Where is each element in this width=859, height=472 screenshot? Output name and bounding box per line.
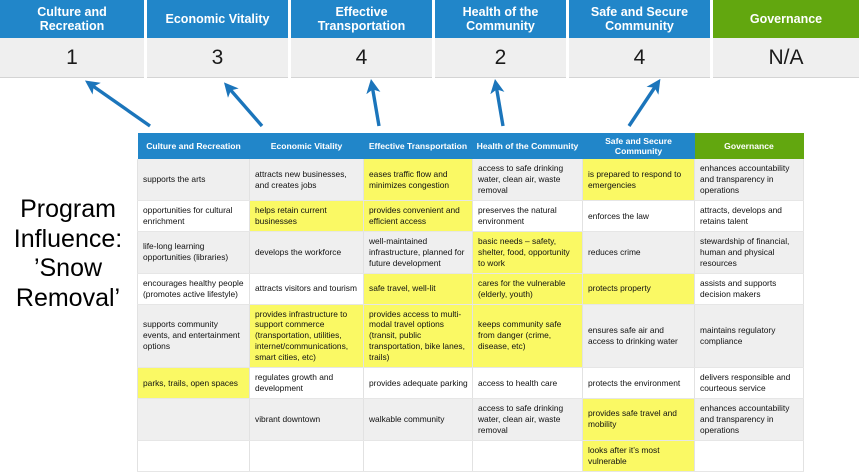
matrix-cell-r2-c2: helps retain current businesses bbox=[249, 200, 364, 232]
matrix-cell-r3-c2: develops the workforce bbox=[249, 231, 364, 274]
matrix-row: supports community events, and entertain… bbox=[137, 304, 804, 369]
matrix-cell-r6-c1: parks, trails, open spaces bbox=[137, 367, 250, 399]
banner-score-effective-transportation: 4 bbox=[291, 38, 432, 78]
arrow-safe-and-secure-community bbox=[627, 78, 661, 127]
matrix-cell-r7-c3: walkable community bbox=[363, 398, 473, 441]
matrix-cell-r1-c5: is prepared to respond to emergencies bbox=[582, 159, 695, 202]
matrix-header-safe-and-secure-community: Safe and Secure Community bbox=[582, 133, 695, 160]
matrix-cell-r2-c4: preserves the natural environment bbox=[472, 200, 583, 232]
banner-column-governance: Governance N/A bbox=[713, 0, 859, 78]
matrix-cell-r8-c1 bbox=[137, 440, 250, 472]
matrix-cell-r4-c5: protects property bbox=[582, 273, 695, 305]
matrix-cell-r6-c5: protects the environment bbox=[582, 367, 695, 399]
matrix-cell-r1-c2: attracts new businesses, and creates job… bbox=[249, 159, 364, 202]
matrix-row: opportunities for cultural enrichment hel… bbox=[137, 200, 804, 232]
banner-label-governance: Governance bbox=[713, 0, 859, 38]
matrix-cell-r1-c3: eases traffic flow and minimizes congest… bbox=[363, 159, 473, 202]
matrix-cell-r3-c4: basic needs – safety, shelter, food, opp… bbox=[472, 231, 583, 274]
banner-label-economic-vitality: Economic Vitality bbox=[147, 0, 288, 38]
matrix-cell-r5-c4: keeps community safe from danger (crime,… bbox=[472, 304, 583, 369]
influence-arrows bbox=[84, 78, 661, 128]
matrix-header-health-of-the-community: Health of the Community bbox=[472, 133, 583, 160]
arrow-economic-vitality bbox=[223, 82, 264, 128]
banner-column-culture-and-recreation: Culture and Recreation 1 bbox=[0, 0, 144, 78]
matrix-row: parks, trails, open spaces regulates grow… bbox=[137, 367, 804, 399]
matrix-cell-r2-c5: enforces the law bbox=[582, 200, 695, 232]
matrix-cell-r5-c2: provides infrastructure to support comme… bbox=[249, 304, 364, 369]
matrix-header-row: Culture and Recreation Economic Vitality E… bbox=[137, 133, 804, 160]
matrix-cell-r5-c3: provides access to multi-modal travel op… bbox=[363, 304, 473, 369]
matrix-cell-r3-c5: reduces crime bbox=[582, 231, 695, 274]
matrix-cell-r3-c1: life-long learning opportunities (librar… bbox=[137, 231, 250, 274]
matrix-cell-r6-c2: regulates growth and development bbox=[249, 367, 364, 399]
matrix-header-governance: Governance bbox=[694, 133, 804, 160]
matrix-cell-r1-c6: enhances accountability and transparency… bbox=[694, 159, 804, 202]
matrix-cell-r6-c4: access to health care bbox=[472, 367, 583, 399]
banner-column-effective-transportation: Effective Transportation 4 bbox=[291, 0, 432, 78]
matrix-cell-r4-c4: cares for the vulnerable (elderly, youth… bbox=[472, 273, 583, 305]
matrix-row: life-long learning opportunities (librar… bbox=[137, 231, 804, 274]
banner-score-culture-and-recreation: 1 bbox=[0, 38, 144, 78]
matrix-cell-r4-c1: encourages healthy people (promotes acti… bbox=[137, 273, 250, 305]
matrix-cell-r5-c5: ensures safe air and access to drinking … bbox=[582, 304, 695, 369]
matrix-row: vibrant downtown walkable community access… bbox=[137, 398, 804, 441]
matrix-cell-r8-c6 bbox=[694, 440, 804, 472]
banner-score-health-of-the-community: 2 bbox=[435, 38, 566, 78]
banner-column-safe-and-secure-community: Safe and Secure Community 4 bbox=[569, 0, 710, 78]
program-influence-matrix: Culture and Recreation Economic Vitality E… bbox=[137, 133, 804, 472]
matrix-header-economic-vitality: Economic Vitality bbox=[249, 133, 364, 160]
matrix-cell-r1-c4: access to safe drinking water, clean air… bbox=[472, 159, 583, 202]
matrix-cell-r7-c5: provides safe travel and mobility bbox=[582, 398, 695, 441]
matrix-cell-r7-c6: enhances accountability and transparency… bbox=[694, 398, 804, 441]
strategic-priorities-banner: Culture and Recreation 1 Economic Vitality… bbox=[0, 0, 859, 78]
matrix-cell-r6-c6: delivers responsible and courteous servi… bbox=[694, 367, 804, 399]
matrix-cell-r8-c5: looks after it’s most vulnerable bbox=[582, 440, 695, 472]
matrix-cell-r1-c1: supports the arts bbox=[137, 159, 250, 202]
matrix-cell-r3-c6: stewardship of financial, human and phys… bbox=[694, 231, 804, 274]
arrow-effective-transportation bbox=[366, 78, 381, 127]
matrix-cell-r7-c4: access to safe drinking water, clean air… bbox=[472, 398, 583, 441]
banner-score-safe-and-secure-community: 4 bbox=[569, 38, 710, 78]
matrix-row: looks after it’s most vulnerable bbox=[137, 440, 804, 472]
matrix-header-effective-transportation: Effective Transportation bbox=[363, 133, 473, 160]
banner-score-economic-vitality: 3 bbox=[147, 38, 288, 78]
matrix-cell-r4-c2: attracts visitors and tourism bbox=[249, 273, 364, 305]
matrix-cell-r3-c3: well-maintained infrastructure, planned … bbox=[363, 231, 473, 274]
matrix-cell-r5-c6: maintains regulatory compliance bbox=[694, 304, 804, 369]
matrix-cell-r8-c3 bbox=[363, 440, 473, 472]
matrix-cell-r8-c4 bbox=[472, 440, 583, 472]
matrix-cell-r2-c1: opportunities for cultural enrichment bbox=[137, 200, 250, 232]
banner-column-health-of-the-community: Health of the Community 2 bbox=[435, 0, 566, 78]
arrow-health-of-the-community bbox=[490, 78, 505, 127]
matrix-cell-r8-c2 bbox=[249, 440, 364, 472]
matrix-header-culture-and-recreation: Culture and Recreation bbox=[137, 133, 250, 160]
program-influence-caption: Program Influence: ’Snow Removal’ bbox=[13, 195, 123, 312]
matrix-cell-r7-c2: vibrant downtown bbox=[249, 398, 364, 441]
banner-column-economic-vitality: Economic Vitality 3 bbox=[147, 0, 288, 78]
matrix-body: supports the arts attracts new businesses… bbox=[137, 159, 804, 472]
banner-label-effective-transportation: Effective Transportation bbox=[291, 0, 432, 38]
banner-label-safe-and-secure-community: Safe and Secure Community bbox=[569, 0, 710, 38]
matrix-cell-r2-c6: attracts, develops and retains talent bbox=[694, 200, 804, 232]
matrix-cell-r6-c3: provides adequate parking bbox=[363, 367, 473, 399]
matrix-row: encourages healthy people (promotes acti… bbox=[137, 273, 804, 305]
matrix-cell-r4-c3: safe travel, well-lit bbox=[363, 273, 473, 305]
arrow-culture-and-recreation bbox=[84, 80, 151, 128]
banner-label-culture-and-recreation: Culture and Recreation bbox=[0, 0, 144, 38]
banner-label-health-of-the-community: Health of the Community bbox=[435, 0, 566, 38]
matrix-cell-r7-c1 bbox=[137, 398, 250, 441]
banner-score-governance: N/A bbox=[713, 38, 859, 78]
matrix-cell-r5-c1: supports community events, and entertain… bbox=[137, 304, 250, 369]
matrix-cell-r4-c6: assists and supports decision makers bbox=[694, 273, 804, 305]
matrix-cell-r2-c3: provides convenient and efficient access bbox=[363, 200, 473, 232]
matrix-row: supports the arts attracts new businesses… bbox=[137, 159, 804, 202]
